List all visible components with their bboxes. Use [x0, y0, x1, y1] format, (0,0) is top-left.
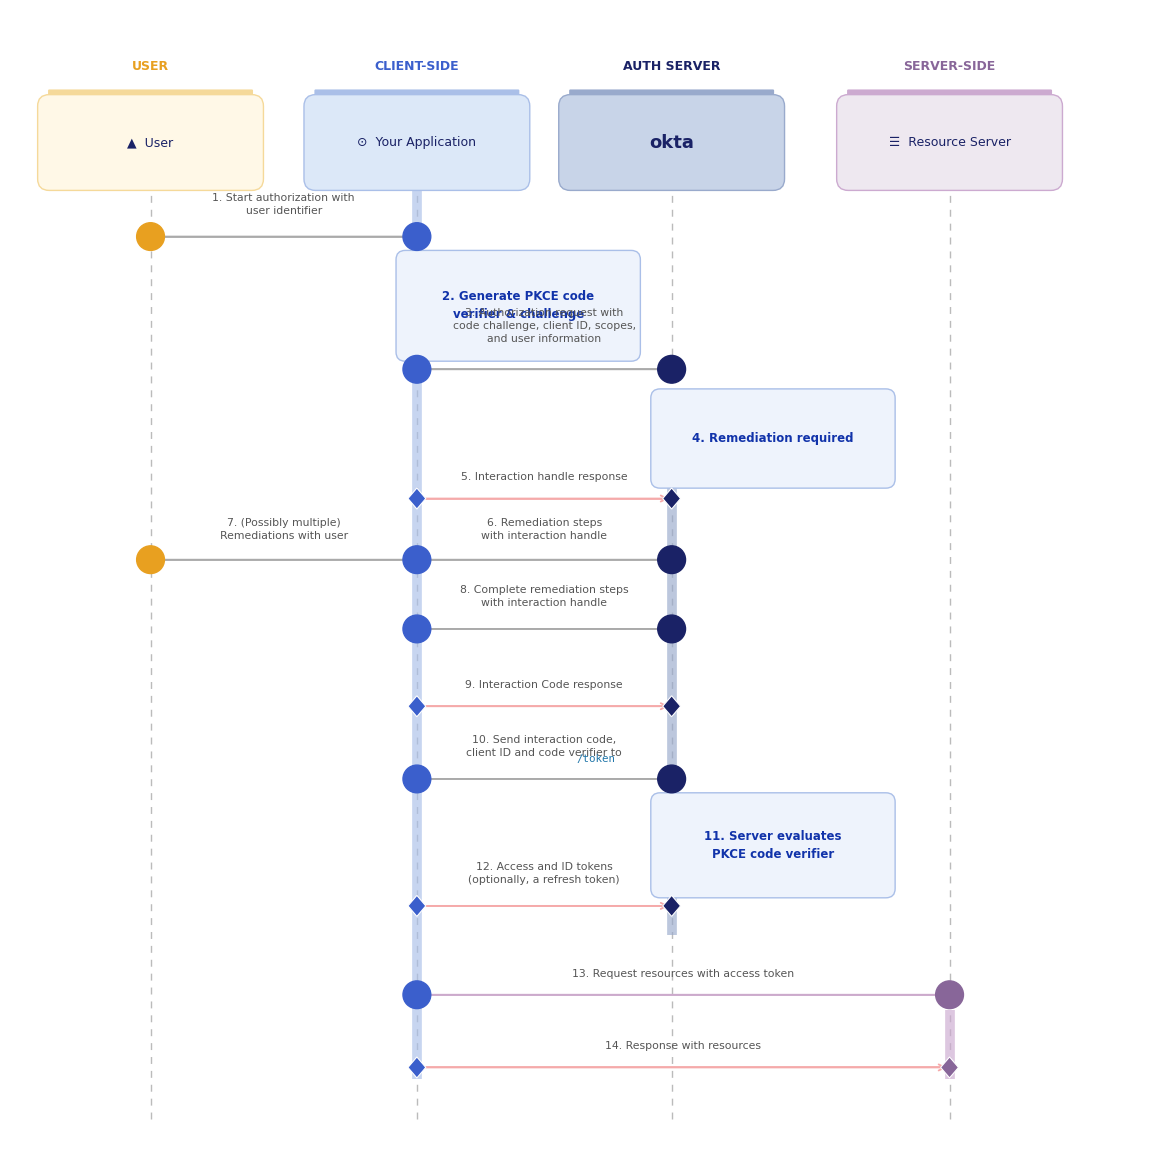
Text: AUTH SERVER: AUTH SERVER: [623, 60, 720, 74]
Polygon shape: [408, 896, 426, 916]
Polygon shape: [408, 488, 426, 509]
Circle shape: [137, 546, 164, 574]
FancyBboxPatch shape: [651, 389, 895, 488]
Text: 9. Interaction Code response: 9. Interaction Code response: [466, 680, 623, 690]
Polygon shape: [662, 896, 681, 916]
FancyBboxPatch shape: [846, 90, 1051, 100]
Circle shape: [403, 981, 431, 1009]
FancyBboxPatch shape: [38, 95, 263, 190]
FancyBboxPatch shape: [396, 250, 640, 361]
Circle shape: [658, 355, 686, 383]
Text: /token: /token: [577, 754, 616, 764]
Circle shape: [403, 355, 431, 383]
Text: CLIENT-SIDE: CLIENT-SIDE: [374, 60, 460, 74]
Polygon shape: [408, 696, 426, 717]
FancyBboxPatch shape: [836, 95, 1062, 190]
Text: okta: okta: [650, 134, 694, 151]
Circle shape: [658, 615, 686, 643]
Text: 6. Remediation steps
with interaction handle: 6. Remediation steps with interaction ha…: [482, 518, 607, 541]
Circle shape: [658, 546, 686, 574]
Polygon shape: [408, 1057, 426, 1078]
Text: 14. Response with resources: 14. Response with resources: [606, 1041, 761, 1051]
FancyBboxPatch shape: [651, 793, 895, 898]
Text: 5. Interaction handle response: 5. Interaction handle response: [461, 472, 628, 482]
Circle shape: [403, 765, 431, 793]
FancyBboxPatch shape: [49, 90, 252, 100]
Text: SERVER-SIDE: SERVER-SIDE: [903, 60, 996, 74]
Text: 8. Complete remediation steps
with interaction handle: 8. Complete remediation steps with inter…: [460, 585, 629, 608]
Text: 1. Start authorization with
user identifier: 1. Start authorization with user identif…: [212, 193, 356, 216]
Text: ▲  User: ▲ User: [127, 136, 174, 149]
Circle shape: [936, 981, 963, 1009]
Text: 7. (Possibly multiple)
Remediations with user: 7. (Possibly multiple) Remediations with…: [220, 518, 347, 541]
FancyBboxPatch shape: [303, 95, 529, 190]
Text: ☰  Resource Server: ☰ Resource Server: [888, 136, 1011, 149]
Text: 3. Authorization request with
code challenge, client ID, scopes,
and user inform: 3. Authorization request with code chall…: [453, 308, 636, 344]
Circle shape: [403, 615, 431, 643]
Text: 13. Request resources with access token: 13. Request resources with access token: [572, 968, 794, 979]
Polygon shape: [662, 488, 681, 509]
Text: 2. Generate PKCE code
verifier & challenge: 2. Generate PKCE code verifier & challen…: [442, 291, 594, 321]
Text: 12. Access and ID tokens
(optionally, a refresh token): 12. Access and ID tokens (optionally, a …: [469, 862, 620, 885]
FancyBboxPatch shape: [314, 90, 519, 100]
FancyBboxPatch shape: [558, 95, 784, 190]
Text: 10. Send interaction code,
client ID and code verifier to: 10. Send interaction code, client ID and…: [467, 735, 622, 758]
Polygon shape: [662, 696, 681, 717]
Circle shape: [403, 546, 431, 574]
Text: ⊙  Your Application: ⊙ Your Application: [358, 136, 476, 149]
Circle shape: [658, 765, 686, 793]
FancyBboxPatch shape: [569, 90, 774, 100]
Text: 11. Server evaluates
PKCE code verifier: 11. Server evaluates PKCE code verifier: [704, 830, 842, 861]
Circle shape: [403, 223, 431, 250]
Circle shape: [137, 223, 164, 250]
Text: USER: USER: [132, 60, 169, 74]
Text: 4. Remediation required: 4. Remediation required: [692, 432, 853, 445]
Polygon shape: [940, 1057, 959, 1078]
